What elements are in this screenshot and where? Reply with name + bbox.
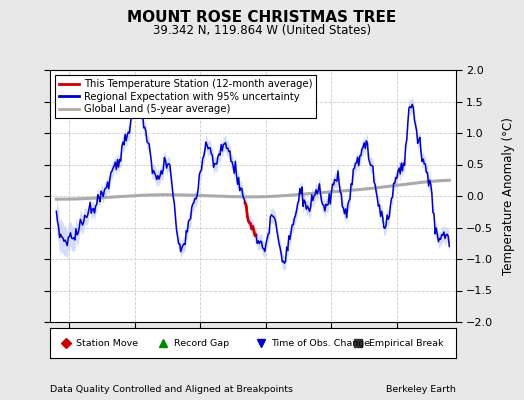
Text: Record Gap: Record Gap: [173, 338, 229, 348]
Text: Berkeley Earth: Berkeley Earth: [386, 385, 456, 394]
Text: Empirical Break: Empirical Break: [368, 338, 443, 348]
Legend: This Temperature Station (12-month average), Regional Expectation with 95% uncer: This Temperature Station (12-month avera…: [55, 75, 316, 118]
Text: Data Quality Controlled and Aligned at Breakpoints: Data Quality Controlled and Aligned at B…: [50, 385, 293, 394]
Text: 39.342 N, 119.864 W (United States): 39.342 N, 119.864 W (United States): [153, 24, 371, 37]
Y-axis label: Temperature Anomaly (°C): Temperature Anomaly (°C): [502, 117, 515, 275]
Text: Time of Obs. Change: Time of Obs. Change: [271, 338, 370, 348]
Text: Station Move: Station Move: [76, 338, 138, 348]
Text: MOUNT ROSE CHRISTMAS TREE: MOUNT ROSE CHRISTMAS TREE: [127, 10, 397, 25]
